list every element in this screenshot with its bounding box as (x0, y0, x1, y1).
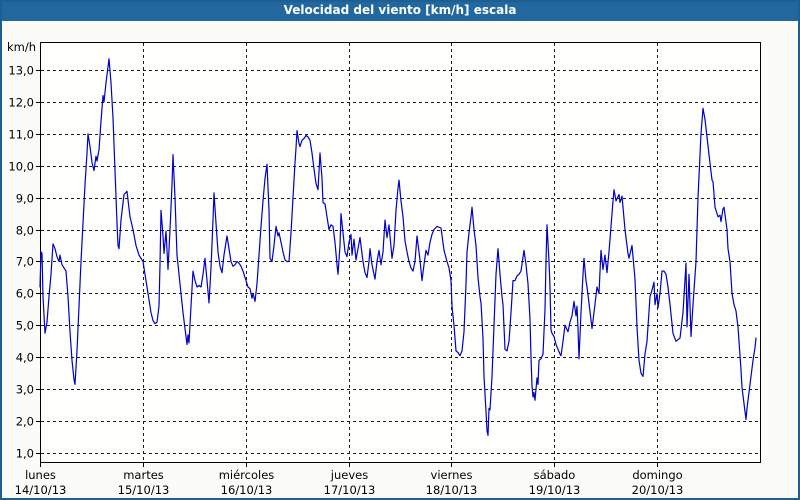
x-day-date-label: 20/10/13 (632, 483, 684, 497)
x-day-date-label: 19/10/13 (529, 483, 581, 497)
y-tick-label: 4,0 (16, 351, 34, 365)
x-day-name-label: lunes (25, 468, 56, 482)
x-day-date-label: 14/10/13 (15, 483, 67, 497)
window-title: Velocidad del viento [km/h] escala (283, 3, 517, 17)
x-day-date-label: 16/10/13 (221, 483, 273, 497)
plot-area (40, 42, 761, 463)
title-bar: Velocidad del viento [km/h] escala (0, 0, 800, 21)
x-day-name-label: domingo (632, 468, 682, 482)
y-tick-label: 3,0 (16, 383, 34, 397)
y-tick-label: 7,0 (16, 255, 34, 269)
y-tick-label: 2,0 (16, 415, 34, 429)
y-tick-label: 10,0 (8, 160, 34, 174)
x-day-name-label: viernes (431, 468, 473, 482)
x-day-name-label: sábado (534, 468, 576, 482)
y-tick-label: 11,0 (8, 128, 34, 142)
y-tick-label: 1,0 (16, 447, 34, 461)
y-tick-label: 6,0 (16, 287, 34, 301)
x-day-name-label: jueves (330, 468, 368, 482)
y-tick-label: 13,0 (8, 64, 34, 78)
x-day-name-label: miércoles (219, 468, 275, 482)
x-day-name-label: martes (123, 468, 164, 482)
x-day-date-label: 18/10/13 (426, 483, 478, 497)
y-tick-label: 9,0 (16, 192, 34, 206)
x-day-date-label: 15/10/13 (118, 483, 170, 497)
y-axis-unit-label: km/h (7, 40, 36, 54)
x-day-date-label: 17/10/13 (324, 483, 376, 497)
y-tick-label: 12,0 (8, 96, 34, 110)
y-tick-label: 8,0 (16, 224, 34, 238)
wind-speed-line (39, 58, 757, 436)
y-tick-label: 5,0 (16, 319, 34, 333)
